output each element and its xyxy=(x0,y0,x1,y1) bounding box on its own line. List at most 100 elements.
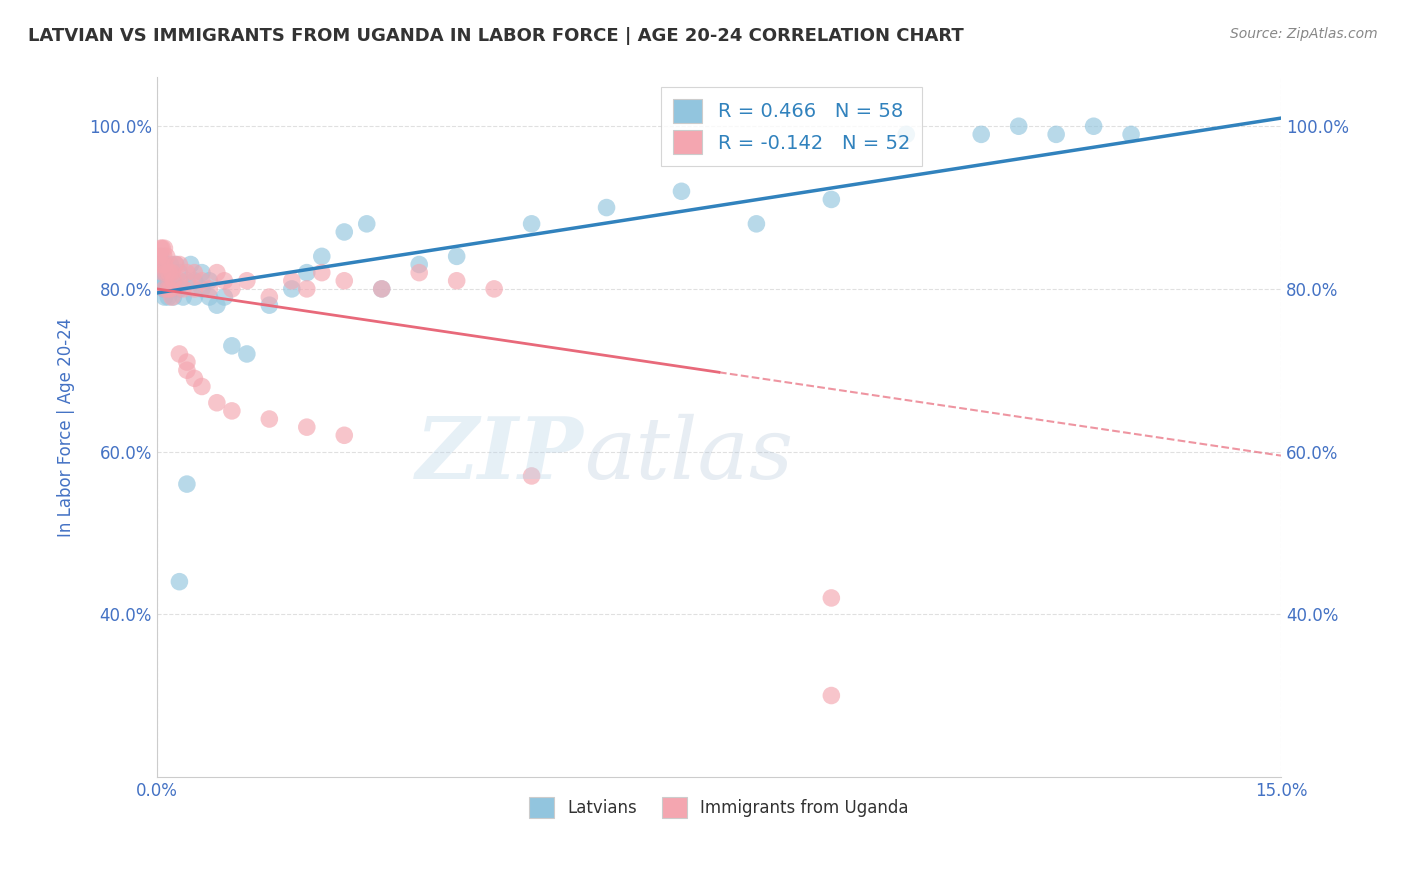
Point xyxy=(176,266,198,280)
Point xyxy=(153,241,176,255)
Y-axis label: In Labor Force | Age 20-24: In Labor Force | Age 20-24 xyxy=(58,318,75,537)
Point xyxy=(156,249,179,263)
Point xyxy=(152,258,174,272)
Point xyxy=(157,290,180,304)
Point xyxy=(153,282,176,296)
Point xyxy=(520,217,543,231)
Point xyxy=(191,282,214,296)
Point xyxy=(180,258,202,272)
Point xyxy=(745,217,768,231)
Point xyxy=(162,274,184,288)
Point xyxy=(595,201,617,215)
Point xyxy=(160,290,183,304)
Point xyxy=(150,274,173,288)
Point xyxy=(311,249,333,263)
Point xyxy=(446,274,468,288)
Point xyxy=(183,274,205,288)
Point xyxy=(165,258,187,272)
Point xyxy=(333,225,356,239)
Point xyxy=(820,689,842,703)
Point xyxy=(191,379,214,393)
Point xyxy=(162,290,184,304)
Point xyxy=(205,298,228,312)
Point xyxy=(172,282,194,296)
Point xyxy=(157,266,180,280)
Point xyxy=(333,428,356,442)
Point xyxy=(259,290,281,304)
Point xyxy=(155,266,177,280)
Point xyxy=(165,258,187,272)
Point xyxy=(408,266,430,280)
Point xyxy=(281,274,304,288)
Point xyxy=(155,282,177,296)
Point xyxy=(169,274,191,288)
Point xyxy=(371,282,394,296)
Point xyxy=(214,274,236,288)
Point xyxy=(371,282,394,296)
Point xyxy=(408,258,430,272)
Point xyxy=(150,258,173,272)
Point xyxy=(221,339,243,353)
Point xyxy=(149,241,172,255)
Point xyxy=(896,128,918,142)
Text: ZIP: ZIP xyxy=(416,413,583,497)
Point xyxy=(970,128,993,142)
Point xyxy=(295,282,318,296)
Point xyxy=(198,282,221,296)
Point xyxy=(1119,128,1142,142)
Point xyxy=(157,274,180,288)
Point xyxy=(356,217,378,231)
Point xyxy=(311,266,333,280)
Point xyxy=(221,282,243,296)
Point xyxy=(205,396,228,410)
Point xyxy=(295,420,318,434)
Point xyxy=(159,258,181,272)
Text: LATVIAN VS IMMIGRANTS FROM UGANDA IN LABOR FORCE | AGE 20-24 CORRELATION CHART: LATVIAN VS IMMIGRANTS FROM UGANDA IN LAB… xyxy=(28,27,965,45)
Point xyxy=(183,290,205,304)
Point xyxy=(221,404,243,418)
Legend: Latvians, Immigrants from Uganda: Latvians, Immigrants from Uganda xyxy=(522,791,915,824)
Point xyxy=(671,184,693,198)
Point xyxy=(1083,120,1105,134)
Point xyxy=(1008,120,1031,134)
Point xyxy=(160,266,183,280)
Point xyxy=(169,347,191,361)
Point xyxy=(150,241,173,255)
Point xyxy=(295,266,318,280)
Point xyxy=(160,266,183,280)
Point xyxy=(820,193,842,207)
Point xyxy=(259,412,281,426)
Point xyxy=(198,290,221,304)
Point xyxy=(156,266,179,280)
Point xyxy=(176,355,198,369)
Point xyxy=(159,282,181,296)
Point xyxy=(153,266,176,280)
Point xyxy=(333,274,356,288)
Point xyxy=(191,266,214,280)
Point xyxy=(198,274,221,288)
Point xyxy=(176,363,198,377)
Point xyxy=(183,282,205,296)
Point xyxy=(169,258,191,272)
Point xyxy=(152,266,174,280)
Point xyxy=(152,282,174,296)
Point xyxy=(148,266,170,280)
Point xyxy=(169,282,191,296)
Point xyxy=(148,249,170,263)
Point xyxy=(160,282,183,296)
Point xyxy=(149,249,172,263)
Point xyxy=(236,274,259,288)
Point xyxy=(214,290,236,304)
Point xyxy=(281,282,304,296)
Point xyxy=(1045,128,1067,142)
Point xyxy=(153,258,176,272)
Point xyxy=(183,266,205,280)
Point xyxy=(176,477,198,491)
Point xyxy=(183,371,205,385)
Point xyxy=(236,347,259,361)
Point xyxy=(446,249,468,263)
Point xyxy=(153,290,176,304)
Point xyxy=(157,282,180,296)
Point xyxy=(172,290,194,304)
Point xyxy=(205,266,228,280)
